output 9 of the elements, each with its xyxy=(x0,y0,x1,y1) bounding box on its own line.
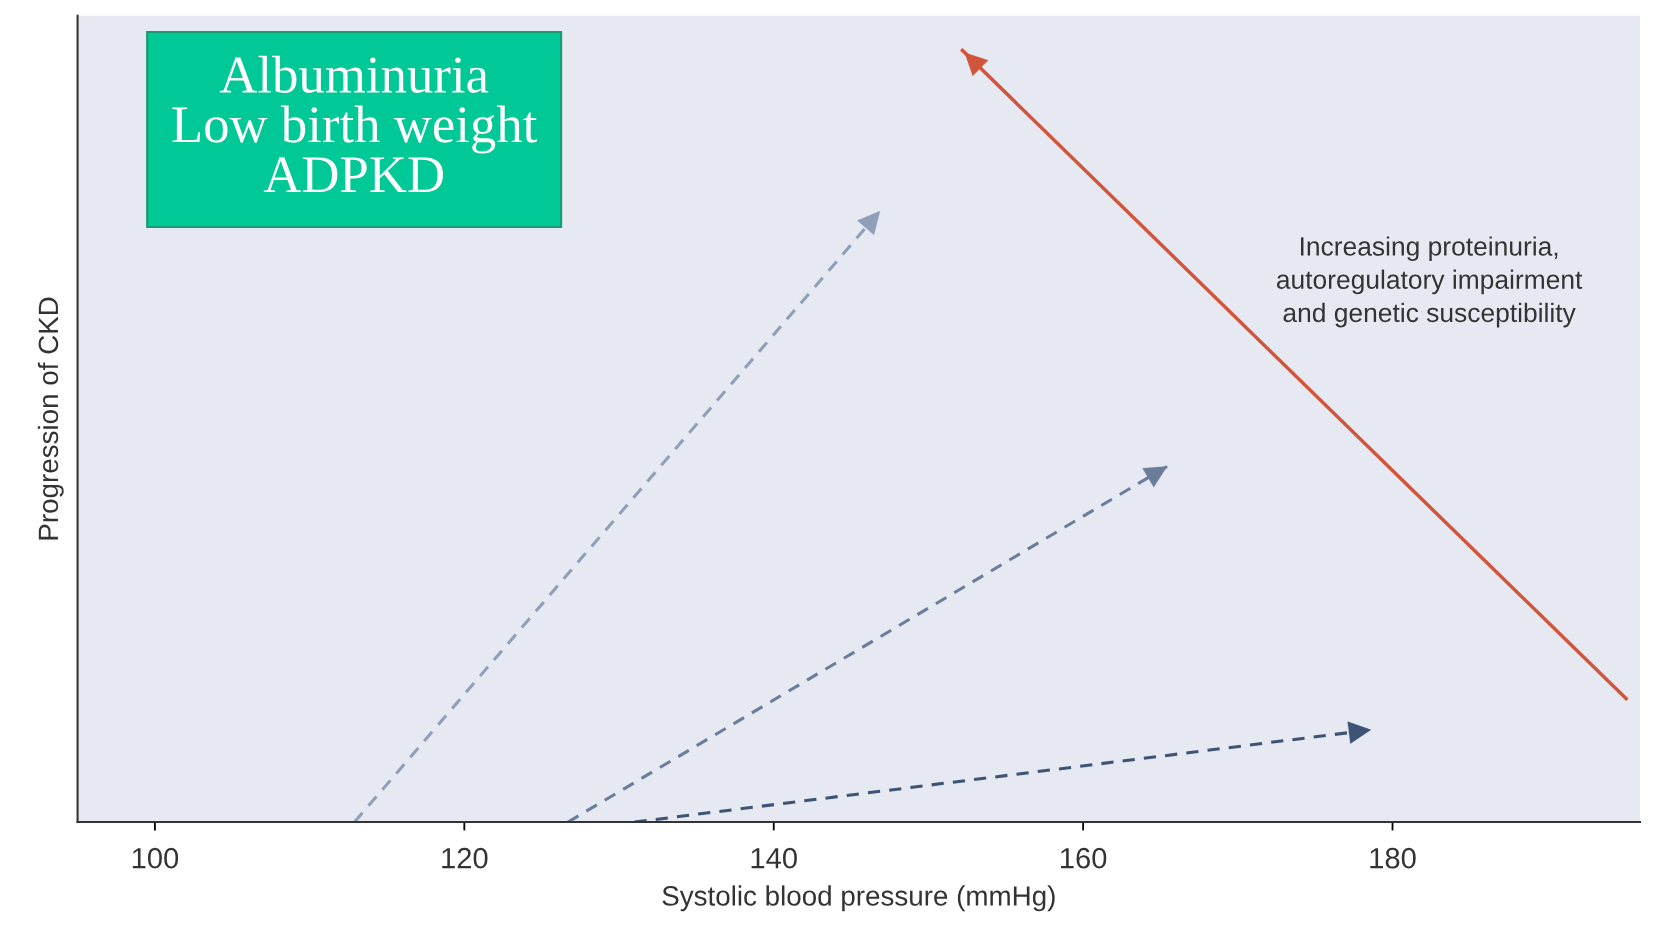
x-tick-label: 160 xyxy=(1061,847,1107,869)
x-axis-title: Systolic blood pressure (mmHg) xyxy=(662,885,1055,912)
annotation: Increasing proteinuria, autoregulatory impairment and genetic susceptibility xyxy=(1276,236,1583,328)
x-tick-label: 100 xyxy=(132,847,179,869)
annotation: Albuminuria Low birth weight ADPKD xyxy=(172,55,538,193)
x-tick-label: 120 xyxy=(442,847,488,869)
y-axis-title: Progression of CKD xyxy=(37,297,64,540)
x-tick-label: 140 xyxy=(751,847,797,869)
x-tick-label: 180 xyxy=(1370,847,1416,869)
